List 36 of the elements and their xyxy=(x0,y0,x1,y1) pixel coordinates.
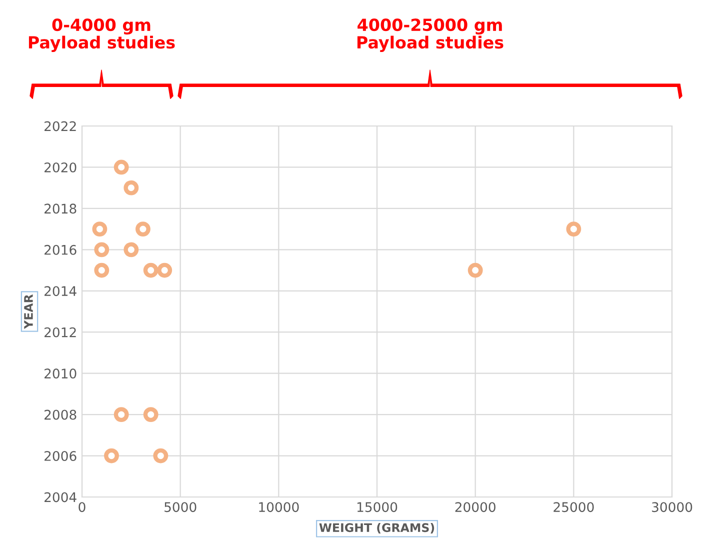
y-tick-label: 2006 xyxy=(44,451,76,461)
point xyxy=(124,242,139,258)
point xyxy=(124,180,139,196)
point xyxy=(94,242,110,258)
point xyxy=(114,160,129,175)
text: 4000-25000 gm Payload studies xyxy=(357,18,504,52)
x-tick-label: 30000 xyxy=(652,502,692,512)
point xyxy=(94,262,110,278)
x-axis-title: WEIGHT (GRAMS) xyxy=(319,522,434,534)
point xyxy=(143,262,158,278)
y-tick-label: 2020 xyxy=(44,162,76,172)
x-tick-label: 25000 xyxy=(554,502,594,512)
point xyxy=(143,407,158,422)
point xyxy=(136,222,150,237)
point xyxy=(92,222,108,237)
y-tick-label: 2010 xyxy=(44,368,76,379)
point xyxy=(153,448,168,464)
x-tick-label: 0 xyxy=(78,502,86,512)
point xyxy=(566,222,582,237)
y-tick-label: 2016 xyxy=(44,244,76,255)
y-tick-label: 2012 xyxy=(44,327,76,338)
y-tick-label: 2008 xyxy=(44,410,76,420)
x-tick-label: 5000 xyxy=(164,502,196,512)
x-tick-label: 10000 xyxy=(259,502,299,512)
point xyxy=(104,448,119,464)
y-tick-label: 2022 xyxy=(44,121,76,132)
point xyxy=(157,262,172,278)
y-tick-label: 2018 xyxy=(44,204,76,214)
y-tick-label: 2004 xyxy=(44,492,76,502)
x-tick-label: 20000 xyxy=(455,502,496,512)
point xyxy=(468,262,483,278)
y-tick-label: 2014 xyxy=(44,286,76,296)
x-tick-label: 15000 xyxy=(357,502,398,512)
y-axis-title: YEAR xyxy=(24,294,33,330)
text: 0-4000 gm Payload studies xyxy=(28,18,175,52)
point xyxy=(114,407,129,422)
